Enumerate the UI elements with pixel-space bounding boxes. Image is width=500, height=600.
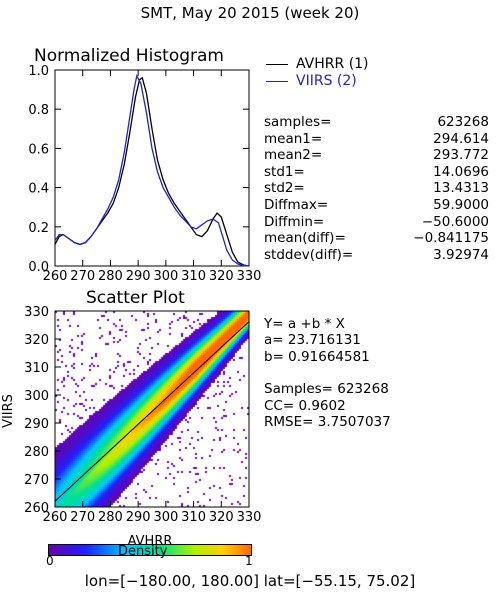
x-tick-label: 320 bbox=[209, 269, 234, 284]
scatter-title: Scatter Plot bbox=[86, 288, 185, 308]
stat-diffmin: Diffmin= −50.6000 bbox=[264, 214, 494, 231]
stat-label: Diffmin= bbox=[264, 213, 325, 230]
coordinate-range-footer: lon=[−180.00, 180.00] lat=[−55.15, 75.02… bbox=[84, 572, 416, 590]
stat-samples: samples= 623268 bbox=[264, 114, 494, 131]
series-viirs-line bbox=[54, 73, 250, 267]
histogram-frame bbox=[54, 69, 250, 267]
colorbar bbox=[48, 544, 252, 556]
fit-equation: Y= a +b * X bbox=[264, 316, 345, 332]
y-tick-label: 0.6 bbox=[28, 142, 49, 157]
y-tick-label: 0.2 bbox=[28, 221, 49, 236]
stat-value: 294.614 bbox=[433, 130, 489, 147]
x-tick-label: 330 bbox=[237, 269, 262, 284]
x-tick-label: 270 bbox=[70, 269, 95, 284]
stat-label: std1= bbox=[264, 163, 305, 180]
histogram-tick-labels: 260 270 280 290 300 310 320 330 0.0 0.2 0.4 0.6 0.8 1… bbox=[28, 64, 261, 284]
stat-value: 3.92974 bbox=[433, 246, 489, 263]
stat-label: stddev(diff)= bbox=[264, 246, 354, 263]
legend-viirs-label: VIIRS (2) bbox=[296, 73, 357, 89]
stat-std1: std1= 14.0696 bbox=[264, 164, 494, 181]
histogram-legend: AVHRR (1) VIIRS (2) bbox=[266, 56, 369, 89]
fit-b: b= 0.91664581 bbox=[264, 348, 370, 365]
page-title: SMT, May 20 2015 (week 20) bbox=[140, 4, 360, 22]
series-avhrr-line bbox=[54, 76, 250, 267]
x-tick-label: 300 bbox=[153, 269, 178, 284]
colorbar-labels: 0 Density 1 bbox=[0, 544, 500, 570]
stat-mean1: mean1= 294.614 bbox=[264, 131, 494, 148]
colorbar-title: Density bbox=[118, 544, 168, 559]
stat-mean2: mean2= 293.772 bbox=[264, 147, 494, 164]
stats-block: samples= 623268 mean1= 294.614 mean2= 293.7… bbox=[264, 114, 494, 263]
fit-block: Y= a +b * X a= 23.716131 b= 0.91664581 S… bbox=[264, 316, 391, 430]
legend-entry-avhrr: AVHRR (1) bbox=[266, 56, 369, 72]
stat-std2: std2= 13.4313 bbox=[264, 180, 494, 197]
stat-stddev-diff: stddev(diff)= 3.92974 bbox=[264, 247, 494, 264]
fit-rmse: RMSE= 3.7507037 bbox=[264, 414, 391, 431]
stat-value: 293.772 bbox=[433, 147, 489, 164]
x-tick-label: 260 bbox=[43, 269, 68, 284]
legend-avhrr-swatch bbox=[266, 63, 288, 65]
stat-value: 14.0696 bbox=[433, 163, 489, 180]
histogram-axes bbox=[54, 69, 250, 267]
y-tick-label: 0.8 bbox=[28, 103, 49, 118]
stat-label: mean1= bbox=[264, 130, 323, 147]
stat-value: 59.9000 bbox=[433, 196, 489, 213]
legend-entry-viirs: VIIRS (2) bbox=[266, 73, 369, 89]
stat-label: mean2= bbox=[264, 147, 323, 164]
y-tick-label: 1.0 bbox=[28, 64, 49, 79]
histogram-title: Normalized Histogram bbox=[34, 46, 224, 66]
stat-value: −0.841175 bbox=[413, 230, 489, 247]
fit-samples: Samples= 623268 bbox=[264, 381, 389, 398]
legend-avhrr-label: AVHRR (1) bbox=[296, 56, 369, 72]
scatter-density-plot bbox=[55, 311, 249, 507]
fit-cc: CC= 0.9602 bbox=[264, 397, 346, 414]
y-tick-label: 0.4 bbox=[28, 182, 49, 197]
stat-label: samples= bbox=[264, 114, 332, 130]
colorbar-max-label: 1 bbox=[245, 554, 253, 568]
x-tick-label: 310 bbox=[181, 269, 206, 284]
x-tick-label: 290 bbox=[126, 269, 151, 284]
y-tick-label: 0.0 bbox=[28, 260, 49, 275]
histogram-series bbox=[54, 73, 250, 267]
stat-value: 13.4313 bbox=[433, 180, 489, 197]
stat-label: std2= bbox=[264, 180, 305, 197]
stat-label: Diffmax= bbox=[264, 196, 329, 213]
stat-label: mean(diff)= bbox=[264, 230, 346, 247]
legend-viirs-swatch bbox=[266, 80, 288, 82]
x-tick-label: 280 bbox=[98, 269, 123, 284]
stat-value: 623268 bbox=[437, 114, 489, 130]
colorbar-min-label: 0 bbox=[46, 554, 54, 568]
fit-a: a= 23.716131 bbox=[264, 332, 361, 349]
stat-value: −50.6000 bbox=[421, 213, 489, 230]
stat-mean-diff: mean(diff)= −0.841175 bbox=[264, 230, 494, 247]
stat-diffmax: Diffmax= 59.9000 bbox=[264, 197, 494, 214]
